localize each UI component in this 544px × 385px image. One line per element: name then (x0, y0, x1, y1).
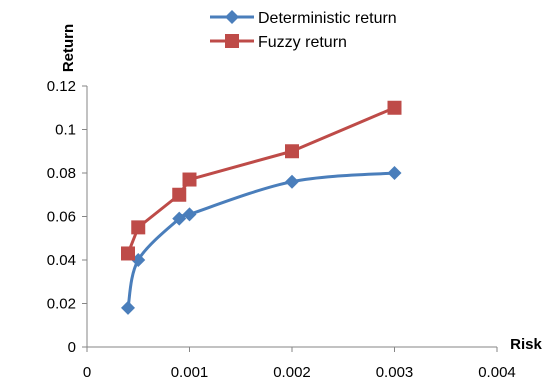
series-layer (121, 100, 402, 315)
series-line-deterministic-return (126, 171, 395, 309)
legend-marker (225, 34, 239, 48)
series-fuzzy-return (121, 100, 402, 261)
y-tick-label: 0 (68, 339, 76, 356)
data-point-deterministic-return (285, 174, 299, 189)
legend-marker (225, 10, 239, 24)
x-tick-label: 0.001 (171, 364, 209, 381)
series-deterministic-return (121, 166, 402, 315)
data-point-deterministic-return (172, 211, 187, 226)
y-tick-label: 0.1 (55, 122, 76, 139)
y-tick-label: 0.04 (47, 252, 76, 269)
data-point-fuzzy-return (182, 172, 197, 187)
legend-item-deterministic-return: Deterministic return (210, 10, 397, 27)
data-point-deterministic-return (182, 207, 197, 222)
data-point-fuzzy-return (172, 187, 187, 202)
legend-label: Fuzzy return (258, 34, 347, 51)
x-tick-label: 0.003 (376, 364, 414, 381)
y-tick-label: 0.06 (47, 209, 76, 226)
y-tick-label: 0.08 (47, 165, 76, 182)
y-tick-label: 0.12 (47, 78, 76, 95)
y-axis-title: Return (60, 24, 77, 72)
x-tick-label: 0.004 (478, 364, 516, 381)
data-point-fuzzy-return (131, 220, 146, 235)
data-point-deterministic-return (121, 300, 135, 315)
data-point-fuzzy-return (285, 144, 299, 159)
x-tick-label: 0.002 (273, 364, 311, 381)
data-point-fuzzy-return (121, 246, 135, 261)
series-line-fuzzy-return (126, 106, 396, 255)
axes (86, 86, 497, 348)
ticks: 0 0.02 0.04 0.06 0.08 0.1 0.12 0 0.001 0.002 0.003… (47, 78, 516, 381)
legend-item-fuzzy-return: Fuzzy return (210, 34, 347, 51)
y-tick-label: 0.02 (47, 296, 76, 313)
x-axis-title: Risk (510, 336, 542, 353)
legend: Deterministic return Fuzzy return (210, 10, 397, 51)
data-point-fuzzy-return (387, 100, 402, 115)
x-tick-label: 0 (83, 364, 91, 381)
legend-label: Deterministic return (258, 10, 397, 27)
data-point-deterministic-return (387, 166, 402, 180)
